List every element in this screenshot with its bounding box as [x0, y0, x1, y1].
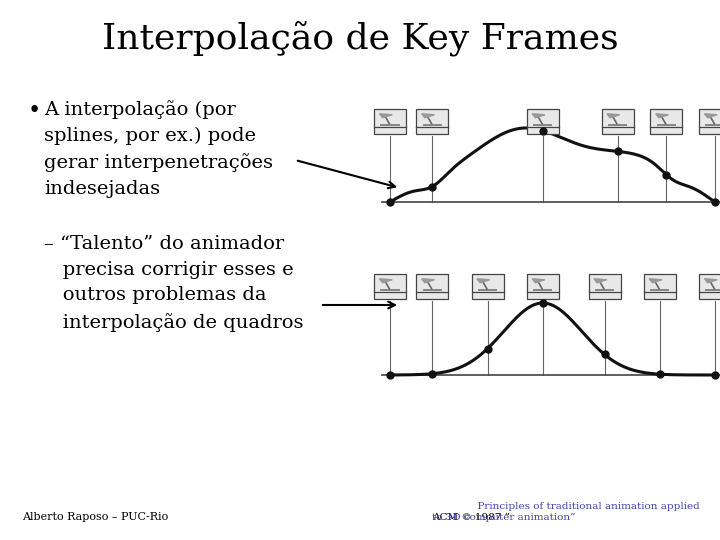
Bar: [478, 289, 497, 291]
Text: Interpolação de Key Frames: Interpolação de Key Frames: [102, 20, 618, 56]
Polygon shape: [649, 279, 662, 283]
Bar: [416, 274, 449, 299]
Bar: [706, 289, 720, 291]
Bar: [644, 274, 676, 299]
Polygon shape: [594, 279, 607, 283]
Text: •: •: [28, 100, 41, 122]
Polygon shape: [422, 279, 434, 283]
Bar: [533, 124, 552, 126]
Text: A interpolação (por
splines, por ex.) pode
gerar interpenetrações
indesejadas: A interpolação (por splines, por ex.) po…: [44, 100, 273, 198]
Polygon shape: [704, 114, 717, 118]
Bar: [657, 124, 676, 126]
Polygon shape: [379, 279, 392, 283]
Bar: [527, 109, 559, 134]
Bar: [601, 109, 634, 134]
Bar: [588, 274, 621, 299]
Bar: [472, 274, 503, 299]
Polygon shape: [532, 114, 545, 118]
Polygon shape: [532, 279, 545, 283]
Polygon shape: [477, 279, 490, 283]
Bar: [706, 124, 720, 126]
Text: Alberto Raposo – PUC-Rio: Alberto Raposo – PUC-Rio: [22, 512, 168, 522]
Polygon shape: [379, 114, 392, 118]
Polygon shape: [656, 114, 668, 118]
Bar: [380, 289, 400, 291]
Bar: [380, 124, 400, 126]
Bar: [423, 289, 442, 291]
Text: – “Talento” do animador
   precisa corrigir esses e
   outros problemas da
   in: – “Talento” do animador precisa corrigir…: [44, 235, 304, 332]
Polygon shape: [607, 114, 620, 118]
Bar: [650, 109, 683, 134]
Bar: [595, 289, 614, 291]
Bar: [699, 274, 720, 299]
Bar: [374, 274, 406, 299]
Bar: [533, 289, 552, 291]
Bar: [650, 289, 670, 291]
Polygon shape: [704, 279, 717, 283]
Bar: [423, 124, 442, 126]
Text: Principles of traditional animation applied
to 3D computer animation”: Principles of traditional animation appl…: [432, 502, 700, 522]
Bar: [416, 109, 449, 134]
Polygon shape: [422, 114, 434, 118]
Bar: [608, 124, 627, 126]
Bar: [699, 109, 720, 134]
Bar: [527, 274, 559, 299]
Text: ACM © 1987 “: ACM © 1987 “: [432, 513, 510, 522]
Bar: [374, 109, 406, 134]
